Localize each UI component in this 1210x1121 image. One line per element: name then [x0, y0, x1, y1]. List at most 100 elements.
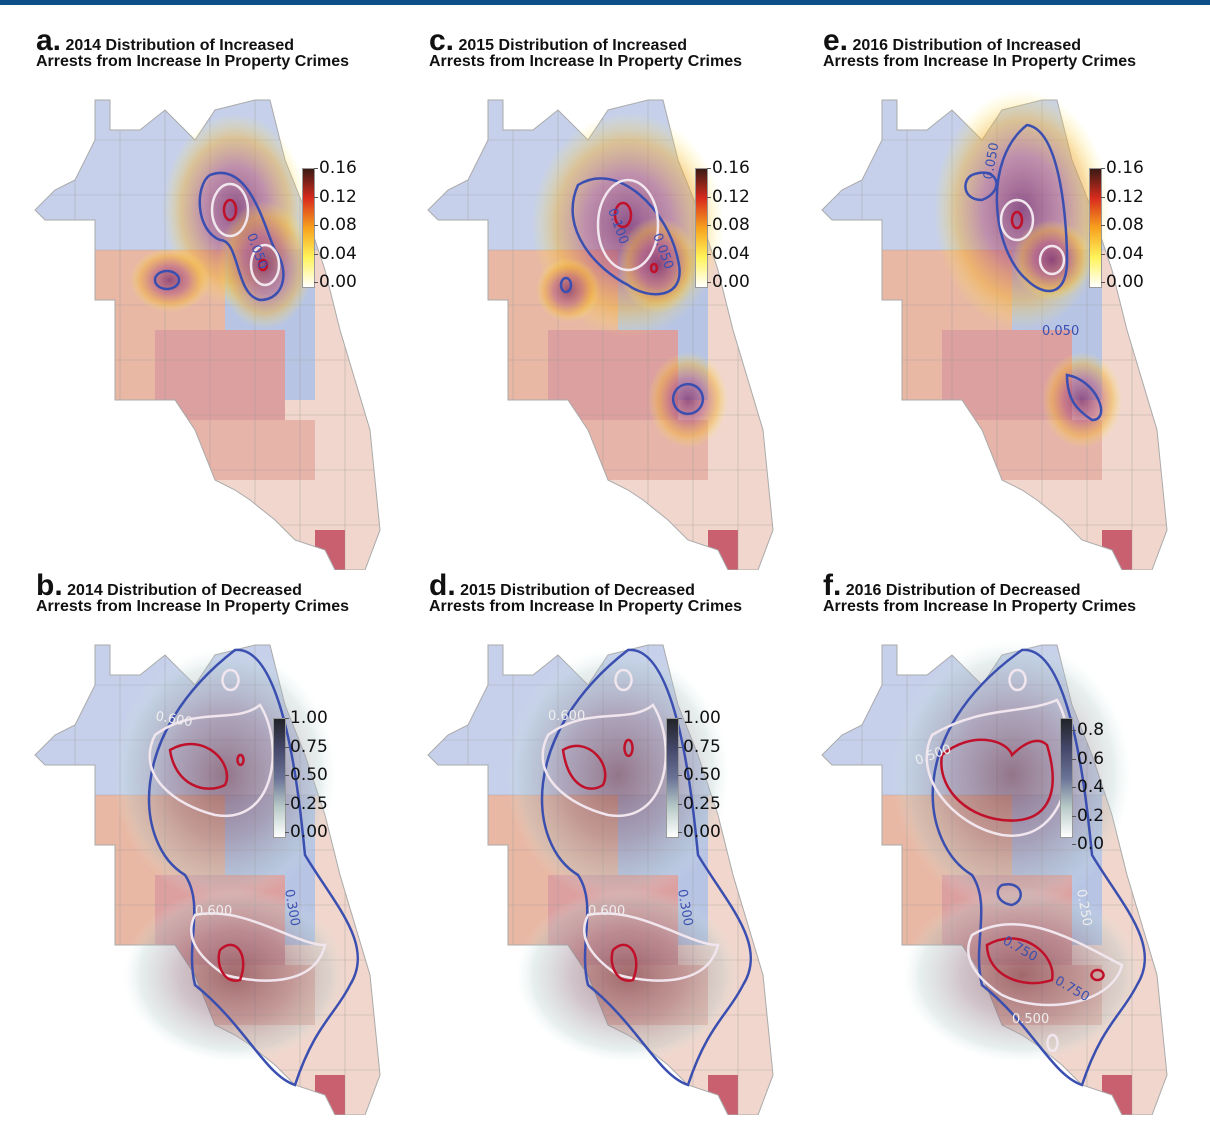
contour-high [623, 738, 634, 758]
contour-mid [541, 703, 667, 818]
top-border [0, 0, 1210, 5]
colorbar-tick-label: 0.16 [1101, 158, 1144, 178]
colorbar-tick-label: 0.00 [314, 272, 357, 292]
colorbar-tick-label: 0.0 [1071, 834, 1105, 854]
title-line-1: 2015 Distribution of Decreased [460, 582, 695, 599]
panel-letter: f. [823, 569, 842, 602]
contour-high [940, 738, 1054, 822]
contour-high [257, 258, 269, 272]
contour-low [1065, 373, 1103, 422]
contour-mid [967, 923, 1124, 1007]
panel-f: f. 2016 Distribution of Decreased Arrests… [787, 571, 1187, 1115]
title-line-2: Arrests from Increase In Property Crimes [36, 53, 350, 70]
density-blob [892, 639, 1132, 911]
contour-label: 0.600 [195, 904, 232, 919]
colorbar-tick-label: 1.00 [678, 708, 721, 728]
density-blob [618, 217, 698, 313]
colorbar-tick-label: 0.00 [678, 822, 721, 842]
colorbar-tick-label: 0.4 [1071, 777, 1105, 797]
contour-low [671, 382, 705, 416]
chicago-map: 0.600 0.300 0.600 [34, 644, 381, 1115]
contour-label: 0.600 [154, 709, 193, 730]
contour-label: 0.500 [1012, 1012, 1049, 1027]
contour-mid [249, 243, 281, 287]
colorbar-tick-label: 0.75 [678, 736, 721, 757]
contour-low [996, 882, 1022, 907]
colorbar-tick-label: 0.00 [707, 272, 750, 292]
panel-letter: e. [823, 24, 849, 57]
contour-mid [190, 912, 327, 982]
chicago-map: 0.050 [34, 99, 381, 570]
colorbar-tick-label: 0.12 [707, 186, 750, 207]
title-line-2: Arrests from Increase In Property Crimes [429, 53, 743, 70]
panel-a: a. 2014 Distribution of Increased Arrests… [0, 26, 400, 570]
title-line-1: 2016 Distribution of Decreased [845, 582, 1081, 599]
density-blob [123, 887, 347, 1063]
contour-low [153, 269, 181, 291]
contour-label: 0.050 [1042, 324, 1079, 339]
contour-mid [583, 912, 720, 982]
colorbar-tick-label: 0.04 [707, 243, 750, 264]
title-line-1: 2016 Distribution of Increased [852, 37, 1081, 54]
density-blob [1042, 352, 1122, 448]
chicago-map: 0.050 0.050 [821, 90, 1168, 570]
contour-high [1090, 968, 1105, 982]
colorbar-tick-label: 0.12 [314, 186, 357, 207]
contour-mid [1008, 668, 1027, 692]
contour-high [561, 744, 607, 790]
contour-mid [614, 668, 633, 692]
colorbar [273, 718, 286, 838]
panel-title: d. 2015 Distribution of Decreased Arrests… [429, 571, 743, 615]
panel-title: b. 2014 Distribution of Decreased Arrests… [36, 571, 349, 615]
contour-label: 0.250 [1073, 888, 1094, 927]
colorbar-tick-label: 0.8 [1071, 720, 1105, 740]
title-line-1: 2014 Distribution of Increased [65, 37, 294, 54]
contour-mid [148, 703, 274, 818]
title-line-1: 2015 Distribution of Increased [458, 37, 687, 54]
title-line-1: 2014 Distribution of Decreased [67, 582, 302, 599]
contour-mid [1038, 244, 1066, 276]
panel-letter: d. [429, 569, 456, 602]
contour-high [222, 198, 238, 222]
colorbar-tick-label: 0.00 [285, 822, 328, 842]
panel-e: e. 2016 Distribution of Increased Arrests… [787, 26, 1187, 570]
contour-mid [221, 668, 240, 692]
colorbar-tick-label: 0.6 [1071, 748, 1105, 769]
contour-label: 0.300 [281, 888, 302, 927]
density-blob [130, 248, 210, 312]
density-blob [217, 201, 313, 329]
contour-label: 0.600 [588, 904, 625, 919]
density-blob [648, 352, 728, 448]
colorbar-tick-label: 0.08 [314, 215, 357, 235]
contour-label: 0.300 [674, 888, 695, 927]
panel-title: c. 2015 Distribution of Increased Arrests… [429, 26, 743, 70]
colorbar-tick-label: 0.08 [1101, 215, 1144, 235]
title-line-2: Arrests from Increase In Property Crimes [429, 598, 743, 615]
contour-label: 0.600 [548, 709, 585, 724]
colorbar-tick-label: 0.00 [1101, 272, 1144, 292]
contour-low [147, 648, 360, 1087]
colorbar-tick-label: 1.00 [285, 708, 328, 728]
density-blob [934, 90, 1110, 330]
colorbar [695, 168, 708, 288]
colorbar-tick-label: 0.25 [285, 793, 328, 814]
panel-letter: b. [36, 569, 63, 602]
contour-high [613, 201, 633, 229]
colorbar [1060, 718, 1073, 838]
contour-high [649, 262, 659, 274]
contour-mid [596, 178, 660, 272]
contour-low [559, 276, 573, 294]
density-blob [902, 887, 1142, 1063]
contour-low [198, 171, 285, 302]
contour-high [610, 943, 638, 982]
city-outline [427, 99, 774, 570]
panel-letter: c. [429, 24, 455, 57]
colorbar-tick-label: 0.04 [314, 243, 357, 264]
contour-high [217, 943, 245, 982]
title-line-2: Arrests from Increase In Property Crimes [823, 53, 1137, 70]
colorbar-tick-label: 0.16 [314, 158, 357, 178]
colorbar-tick-label: 0.12 [1101, 186, 1144, 207]
panel-title: e. 2016 Distribution of Increased Arrests… [823, 26, 1137, 70]
